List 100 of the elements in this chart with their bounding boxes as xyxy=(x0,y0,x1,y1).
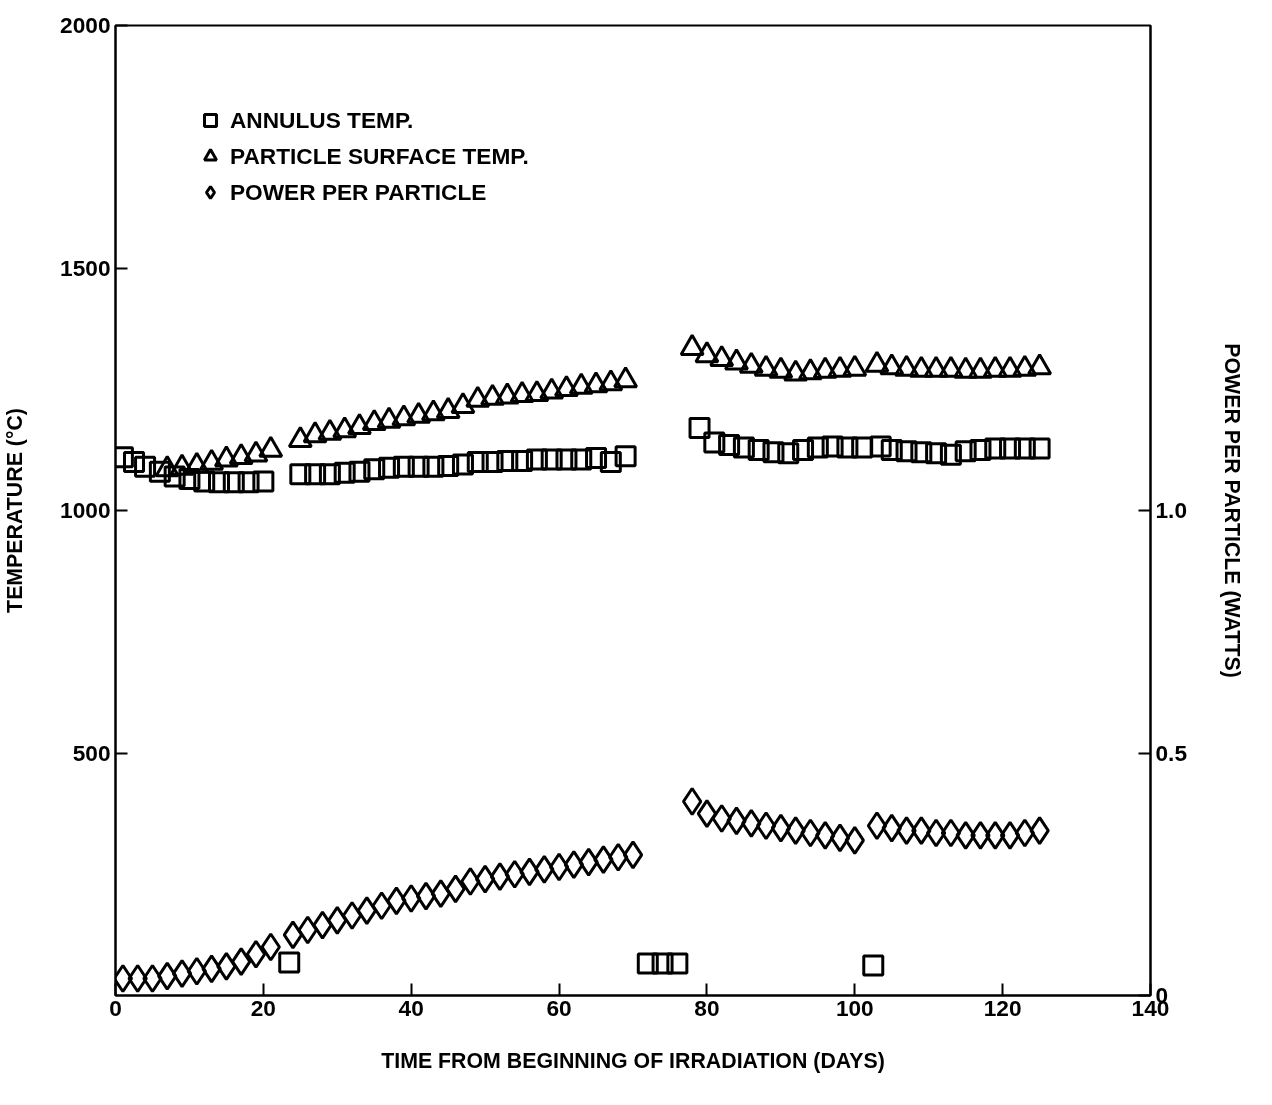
point xyxy=(741,808,762,838)
point xyxy=(738,351,764,374)
point xyxy=(613,366,639,389)
point xyxy=(563,850,585,880)
x-tick-label: 100 xyxy=(835,994,874,1021)
point xyxy=(827,355,853,378)
point xyxy=(938,355,964,378)
point xyxy=(243,440,269,463)
point xyxy=(696,799,718,829)
legend-label: PARTICLE SURFACE TEMP. xyxy=(230,142,529,170)
point xyxy=(797,358,823,381)
point xyxy=(371,891,392,921)
point xyxy=(361,409,387,432)
point xyxy=(199,448,225,471)
point xyxy=(169,453,195,476)
point xyxy=(866,811,888,841)
point xyxy=(376,406,402,429)
point xyxy=(864,350,890,373)
point xyxy=(724,348,749,371)
y-tick-label: 1000 xyxy=(60,497,111,523)
point xyxy=(879,353,905,376)
point xyxy=(755,811,777,841)
point xyxy=(925,818,947,848)
point xyxy=(753,354,779,377)
point xyxy=(184,451,210,474)
point xyxy=(386,886,407,916)
point xyxy=(231,947,252,977)
point xyxy=(245,939,267,969)
point xyxy=(519,857,540,887)
point xyxy=(302,421,328,444)
point xyxy=(999,820,1021,850)
point xyxy=(770,813,792,843)
point xyxy=(216,951,237,981)
point xyxy=(598,369,624,392)
point xyxy=(997,355,1023,378)
point xyxy=(768,356,794,379)
point xyxy=(1014,818,1035,848)
point xyxy=(430,879,451,909)
point xyxy=(474,864,496,894)
y2-axis-title: POWER PER PARTICLE (WATTS) xyxy=(1220,343,1244,678)
point xyxy=(553,375,579,398)
point xyxy=(622,840,644,870)
point xyxy=(568,372,594,395)
point xyxy=(494,382,520,405)
legend-label: POWER PER PARTICLE xyxy=(230,178,487,206)
point xyxy=(881,813,902,843)
x-tick-label: 20 xyxy=(250,994,276,1021)
point xyxy=(346,412,372,435)
point xyxy=(679,333,705,356)
point xyxy=(783,359,809,382)
point xyxy=(509,380,535,403)
point xyxy=(578,847,599,877)
point xyxy=(985,820,1006,850)
point xyxy=(785,816,806,846)
point xyxy=(967,356,993,379)
point xyxy=(297,915,318,945)
point xyxy=(726,806,747,836)
y-tick-label: 500 xyxy=(72,739,111,766)
point xyxy=(260,932,281,962)
point xyxy=(815,820,836,850)
point xyxy=(460,867,481,897)
point xyxy=(127,964,148,994)
point xyxy=(332,416,358,439)
point xyxy=(894,354,920,377)
point xyxy=(356,896,378,926)
x-axis-title: TIME FROM BEGINNING OF IRRADIATION (DAYS) xyxy=(381,1048,885,1073)
point xyxy=(548,852,570,882)
point xyxy=(923,355,949,378)
point xyxy=(953,356,979,379)
point xyxy=(157,961,178,991)
point xyxy=(186,956,207,986)
point xyxy=(480,383,506,406)
point xyxy=(539,377,565,400)
x-tick-label: 120 xyxy=(983,994,1022,1021)
y-axis-title: TEMPERATURE (°C) xyxy=(3,408,28,613)
point xyxy=(812,356,838,379)
point xyxy=(534,854,555,884)
point xyxy=(940,818,962,848)
point xyxy=(593,845,614,875)
point xyxy=(844,825,865,855)
legend-label: ANNULUS TEMP. xyxy=(230,106,414,134)
point xyxy=(982,355,1008,378)
y2-tick-label: 0.5 xyxy=(1155,739,1187,766)
y-tick-label: 2000 xyxy=(60,12,111,38)
point xyxy=(171,959,193,989)
point xyxy=(1029,816,1050,846)
point xyxy=(435,396,461,419)
point xyxy=(154,455,180,478)
point xyxy=(228,442,254,465)
point xyxy=(524,379,550,402)
point xyxy=(258,435,284,458)
point xyxy=(709,344,735,368)
x-tick-label: 60 xyxy=(546,994,572,1021)
point xyxy=(142,964,163,994)
point xyxy=(681,787,703,816)
point xyxy=(201,954,222,984)
point xyxy=(287,425,313,449)
point xyxy=(829,823,851,853)
point xyxy=(711,803,732,833)
point xyxy=(282,920,304,950)
